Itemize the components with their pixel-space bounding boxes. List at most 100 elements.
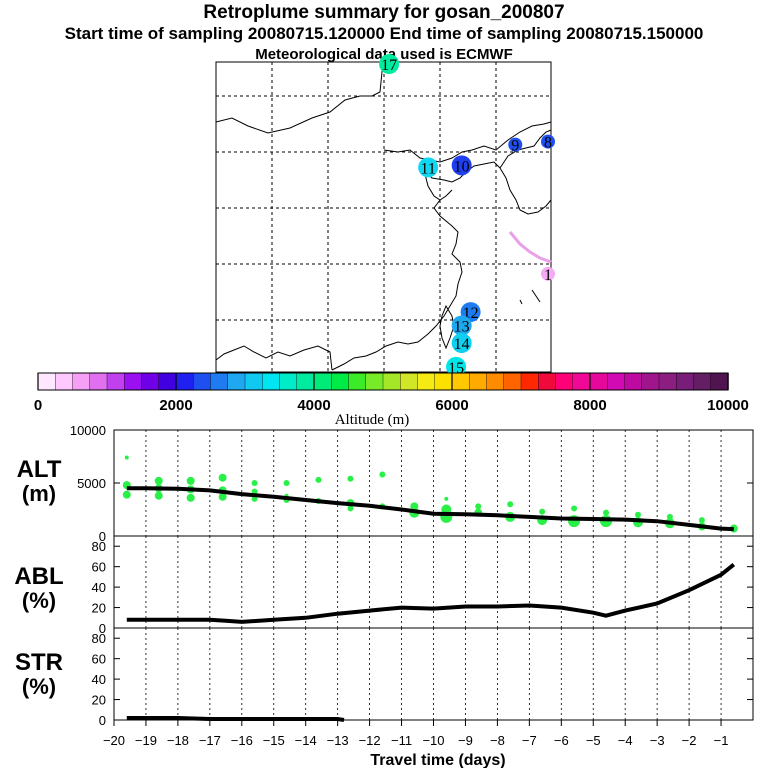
y-tick-label: 0 <box>99 529 106 544</box>
y-tick-label: 80 <box>92 631 106 646</box>
y-tick-label: 80 <box>92 539 106 554</box>
particle-dot <box>154 491 163 500</box>
x-tick-label: −5 <box>586 733 601 748</box>
colorbar-cell <box>313 372 332 391</box>
x-tick-label: −10 <box>422 733 444 748</box>
abl-line <box>126 563 736 624</box>
trajectory-label: 8 <box>544 135 552 152</box>
colorbar-cell <box>262 372 281 391</box>
colorbar-cell <box>382 372 401 391</box>
colorbar-cell <box>520 372 539 391</box>
colorbar-cell <box>451 372 470 391</box>
particle-dot <box>218 473 227 482</box>
particle-dot <box>251 480 258 486</box>
trajectory-label: 10 <box>454 158 470 175</box>
str-ylabel: STR <box>15 649 63 676</box>
particle-dot <box>603 509 610 516</box>
colorbar-cell <box>658 372 677 391</box>
particle-dot <box>218 492 227 501</box>
x-tick-label: −9 <box>458 733 473 748</box>
trajectory-label: 13 <box>454 319 470 336</box>
x-tick-label: −2 <box>682 733 697 748</box>
particle-dot <box>251 495 258 502</box>
str-ylabel-unit: (%) <box>22 674 56 699</box>
x-tick-label: −8 <box>490 733 505 748</box>
colorbar-cell <box>589 372 608 391</box>
colorbar-cell <box>676 372 695 391</box>
particle-dot <box>124 455 129 460</box>
particle-dot <box>186 493 195 502</box>
colorbar-cell <box>607 372 626 391</box>
y-tick-label: 20 <box>92 693 106 708</box>
x-tick-label: −3 <box>650 733 665 748</box>
trajectory-marker <box>451 315 472 336</box>
chart-title: Retroplume summary for gosan_200807 <box>203 2 565 23</box>
particle-dot <box>154 476 163 485</box>
particle-dot <box>122 490 131 499</box>
y-tick-label: 40 <box>92 580 106 595</box>
x-tick-label: −16 <box>231 733 253 748</box>
colorbar-cell <box>400 372 419 391</box>
trajectory-marker <box>418 157 439 178</box>
colorbar-axis-label: Altitude (m) <box>335 412 410 428</box>
x-tick-label: −17 <box>199 733 221 748</box>
trajectory-marker <box>446 356 467 377</box>
abl-panel: 0 20 40 60 80 ABL (%) <box>14 535 754 636</box>
abl-ylabel-unit: (%) <box>22 588 56 613</box>
colorbar-cell <box>55 372 74 391</box>
str-panel: 0 20 40 60 80 −20 −19 −18 −17 −16 −15 −14 −13 −12 −11… <box>15 627 754 768</box>
colorbar-cell <box>72 372 91 391</box>
trajectory-marker <box>451 333 472 354</box>
particle-dot <box>283 480 290 486</box>
x-tick-label: −6 <box>554 733 569 748</box>
colorbar-cell <box>641 372 660 391</box>
x-tick-label: −13 <box>327 733 349 748</box>
colorbar-cell <box>348 372 367 391</box>
trajectory-label: 11 <box>420 160 435 177</box>
x-tick-label: −18 <box>167 733 189 748</box>
colorbar-cell <box>227 372 246 391</box>
particle-dot <box>475 503 482 510</box>
particle-dot <box>444 496 449 501</box>
colorbar-cell <box>141 372 160 391</box>
str-gridlines <box>145 628 722 720</box>
alt-ylabel-unit: (m) <box>22 481 56 506</box>
altitude-colorbar: 0 2000 4000 6000 8000 10000 Altitude (m) <box>34 372 749 428</box>
trajectory-marker <box>508 137 523 152</box>
alt-median-line <box>126 486 734 532</box>
y-tick-label: 40 <box>92 672 106 687</box>
map-frame <box>215 61 552 373</box>
trajectory-line <box>508 231 552 264</box>
x-tick-label: −7 <box>522 733 537 748</box>
particle-dot <box>666 513 673 520</box>
colorbar-cell <box>710 372 729 391</box>
colorbar-cell <box>555 372 574 391</box>
trajectory-marker <box>379 54 400 74</box>
y-tick-label: 10000 <box>70 423 106 438</box>
colorbar-cell <box>279 372 298 391</box>
colorbar-cell <box>296 372 315 391</box>
met-data-subtitle: Meteorological data used is ECMWF <box>255 46 513 63</box>
y-tick-label: 5000 <box>77 476 106 491</box>
x-tick-label: −11 <box>391 733 412 748</box>
alt-ylabel: ALT <box>17 456 62 483</box>
particle-dot <box>410 502 419 511</box>
trajectory-label: 9 <box>511 138 519 155</box>
colorbar-tick-label: 10000 <box>707 397 749 414</box>
colorbar-tick-label: 0 <box>34 397 42 414</box>
trajectory-label: 14 <box>454 336 470 353</box>
y-tick-label: 60 <box>92 652 106 667</box>
y-tick-label: 0 <box>99 713 106 728</box>
colorbar-cell <box>469 372 488 391</box>
str-line <box>126 716 345 722</box>
colorbar-cell <box>486 372 505 391</box>
x-tick-label: −1 <box>714 733 729 748</box>
colorbar-cell <box>106 372 125 391</box>
str-y-ticks: 0 20 40 60 80 <box>92 631 753 728</box>
colorbar-cell <box>210 372 229 391</box>
particle-dot <box>379 471 386 478</box>
particle-dot <box>571 505 578 512</box>
colorbar-cell <box>124 372 143 391</box>
colorbar-tick-label: 6000 <box>435 397 468 414</box>
